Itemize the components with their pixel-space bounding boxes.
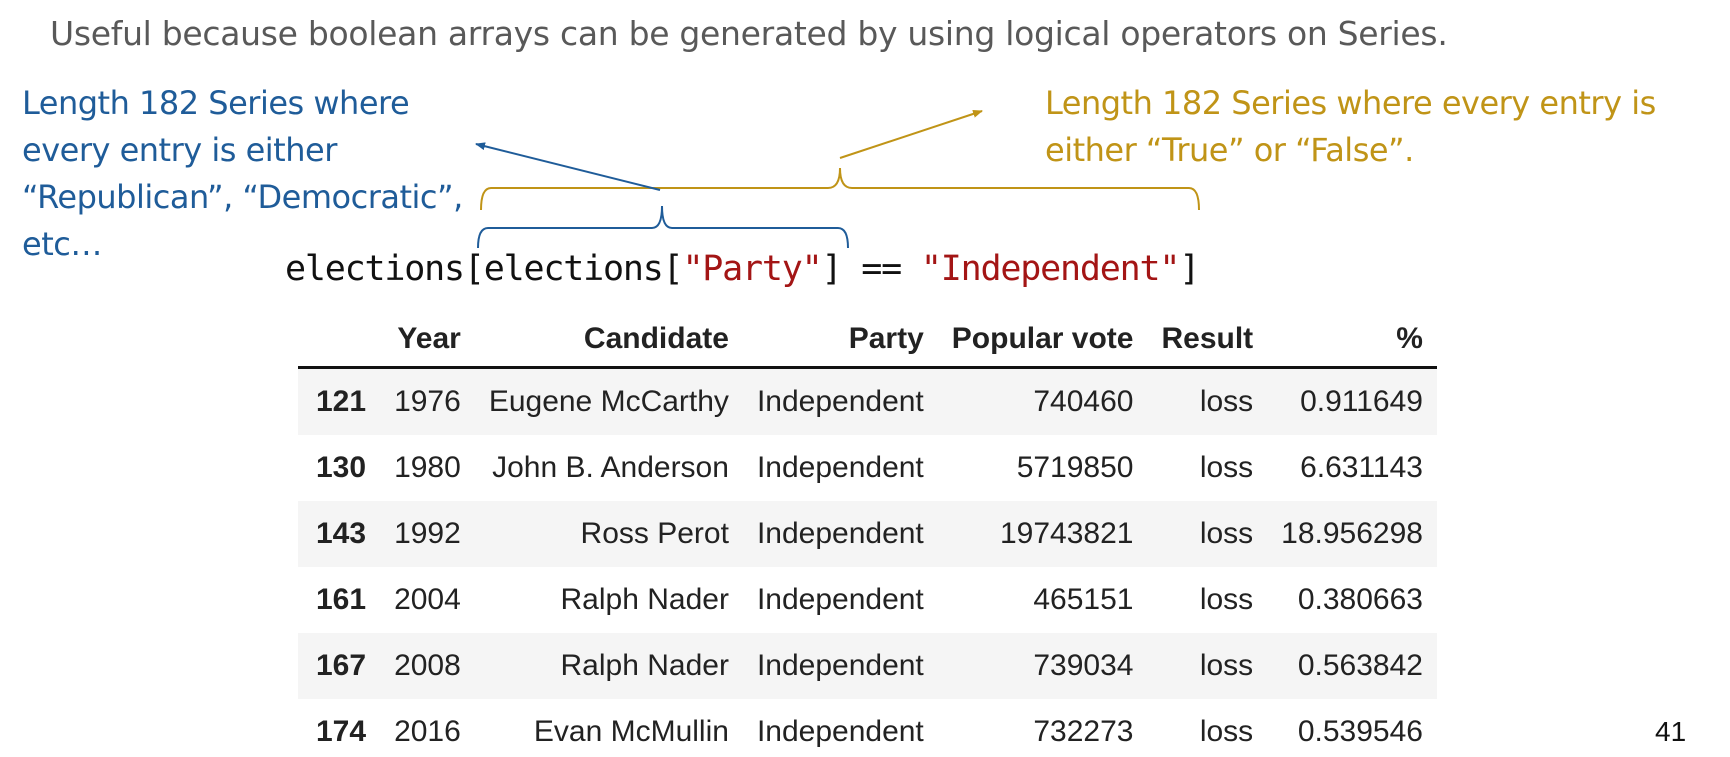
table-row: 161 2004 Ralph Nader Independent 465151 … bbox=[298, 567, 1437, 633]
cell-candidate: Ralph Nader bbox=[560, 583, 729, 616]
cell-popular-vote: 19743821 bbox=[1000, 517, 1134, 550]
cell-party: Independent bbox=[756, 517, 924, 550]
cell-result: loss bbox=[1199, 715, 1254, 748]
cell-result: loss bbox=[1199, 451, 1254, 484]
cell-popular-vote: 465151 bbox=[1033, 583, 1134, 616]
blue-annotation-line: “Republican”, “Democratic”, bbox=[22, 178, 463, 216]
cell-candidate: Evan McMullin bbox=[533, 715, 729, 748]
table-row: 121 1976 Eugene McCarthy Independent 740… bbox=[298, 367, 1437, 435]
cell-year: 1976 bbox=[394, 385, 461, 418]
cell-year: 1992 bbox=[394, 517, 461, 550]
row-index: 121 bbox=[316, 385, 367, 418]
cell-popular-vote: 740460 bbox=[1033, 385, 1134, 418]
code-string-party: "Party" bbox=[682, 249, 822, 289]
gold-annotation: Length 182 Series where every entry is e… bbox=[1045, 80, 1656, 174]
code-string-independent: "Independent" bbox=[920, 249, 1181, 289]
row-index: 167 bbox=[316, 649, 367, 682]
cell-result: loss bbox=[1199, 583, 1254, 616]
cell-candidate: John B. Anderson bbox=[492, 451, 729, 484]
column-header-party: Party bbox=[742, 312, 938, 369]
table-row: 174 2016 Evan McMullin Independent 73227… bbox=[298, 699, 1437, 757]
cell-result: loss bbox=[1199, 385, 1254, 418]
table-row: 167 2008 Ralph Nader Independent 739034 … bbox=[298, 633, 1437, 699]
cell-result: loss bbox=[1199, 517, 1254, 550]
column-header-popular-vote: Popular vote bbox=[937, 312, 1148, 369]
row-index: 174 bbox=[316, 715, 367, 748]
blue-annotation: Length 182 Series where every entry is e… bbox=[22, 80, 463, 268]
cell-popular-vote: 739034 bbox=[1033, 649, 1134, 682]
dataframe-table: Year Candidate Party Popular vote Result… bbox=[298, 312, 1437, 757]
cell-year: 1980 bbox=[394, 451, 461, 484]
cell-party: Independent bbox=[756, 385, 924, 418]
code-part: ] == bbox=[821, 249, 921, 289]
cell-percent: 0.911649 bbox=[1300, 385, 1423, 418]
blue-annotation-line: Length 182 Series where bbox=[22, 84, 410, 122]
code-expression: elections[elections["Party"] == "Indepen… bbox=[285, 249, 1200, 289]
code-part: elections[elections[ bbox=[285, 249, 684, 289]
column-header-result: Result bbox=[1147, 312, 1268, 369]
cell-result: loss bbox=[1199, 649, 1254, 682]
cell-party: Independent bbox=[756, 451, 924, 484]
gold-annotation-line: either “True” or “False”. bbox=[1045, 131, 1414, 169]
cell-year: 2008 bbox=[394, 649, 461, 682]
blue-brace bbox=[477, 205, 849, 249]
cell-party: Independent bbox=[756, 715, 924, 748]
table-row: 130 1980 John B. Anderson Independent 57… bbox=[298, 435, 1437, 501]
gold-arrow bbox=[839, 110, 983, 159]
column-header-index bbox=[298, 312, 381, 369]
table-row: 143 1992 Ross Perot Independent 19743821… bbox=[298, 501, 1437, 567]
cell-popular-vote: 5719850 bbox=[1016, 451, 1134, 484]
row-index: 130 bbox=[316, 451, 367, 484]
cell-percent: 0.539546 bbox=[1297, 715, 1423, 748]
cell-percent: 0.563842 bbox=[1297, 649, 1423, 682]
cell-percent: 0.380663 bbox=[1297, 583, 1423, 616]
column-header-candidate: Candidate bbox=[474, 312, 743, 369]
gold-brace bbox=[480, 167, 1200, 211]
cell-party: Independent bbox=[756, 583, 924, 616]
cell-popular-vote: 732273 bbox=[1033, 715, 1134, 748]
cell-candidate: Ross Perot bbox=[580, 517, 729, 550]
cell-percent: 6.631143 bbox=[1300, 451, 1423, 484]
column-header-percent: % bbox=[1267, 312, 1437, 369]
cell-year: 2016 bbox=[394, 715, 461, 748]
cell-candidate: Eugene McCarthy bbox=[488, 385, 729, 418]
page-number: 41 bbox=[1655, 716, 1687, 747]
cell-percent: 18.956298 bbox=[1281, 517, 1423, 550]
cell-party: Independent bbox=[756, 649, 924, 682]
code-part: ] bbox=[1179, 249, 1200, 289]
gold-annotation-line: Length 182 Series where every entry is bbox=[1045, 84, 1656, 122]
table-header-row: Year Candidate Party Popular vote Result… bbox=[298, 312, 1437, 369]
row-index: 161 bbox=[316, 583, 367, 616]
blue-annotation-line: every entry is either bbox=[22, 131, 337, 169]
column-header-year: Year bbox=[380, 312, 475, 369]
intro-text: Useful because boolean arrays can be gen… bbox=[50, 14, 1448, 53]
cell-year: 2004 bbox=[394, 583, 461, 616]
blue-annotation-line: etc… bbox=[22, 225, 102, 263]
cell-candidate: Ralph Nader bbox=[560, 649, 729, 682]
blue-arrow bbox=[475, 142, 661, 191]
row-index: 143 bbox=[316, 517, 367, 550]
